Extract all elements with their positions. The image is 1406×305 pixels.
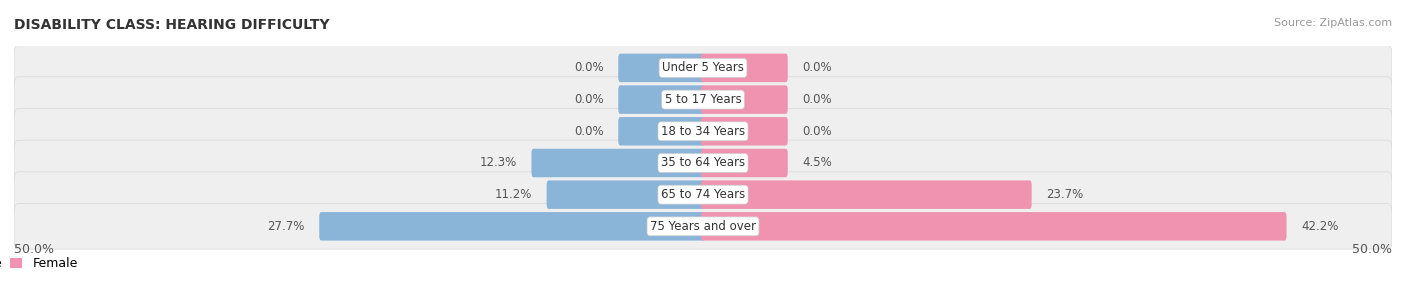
FancyBboxPatch shape [702,149,787,177]
FancyBboxPatch shape [14,140,1392,186]
FancyBboxPatch shape [319,212,704,241]
Text: 18 to 34 Years: 18 to 34 Years [661,125,745,138]
Text: 50.0%: 50.0% [14,243,53,256]
Text: 75 Years and over: 75 Years and over [650,220,756,233]
FancyBboxPatch shape [702,117,787,145]
FancyBboxPatch shape [14,203,1392,249]
Text: 65 to 74 Years: 65 to 74 Years [661,188,745,201]
FancyBboxPatch shape [531,149,704,177]
Text: 23.7%: 23.7% [1046,188,1084,201]
Text: 0.0%: 0.0% [803,125,832,138]
Text: 11.2%: 11.2% [495,188,531,201]
Text: 35 to 64 Years: 35 to 64 Years [661,156,745,170]
Text: 50.0%: 50.0% [1353,243,1392,256]
Text: 0.0%: 0.0% [574,93,603,106]
Text: 12.3%: 12.3% [479,156,517,170]
Text: 0.0%: 0.0% [574,125,603,138]
FancyBboxPatch shape [14,109,1392,154]
Text: 5 to 17 Years: 5 to 17 Years [665,93,741,106]
FancyBboxPatch shape [619,117,704,145]
FancyBboxPatch shape [547,180,704,209]
Text: DISABILITY CLASS: HEARING DIFFICULTY: DISABILITY CLASS: HEARING DIFFICULTY [14,18,329,32]
FancyBboxPatch shape [14,77,1392,122]
FancyBboxPatch shape [702,54,787,82]
Legend: Male, Female: Male, Female [0,257,77,271]
Text: 27.7%: 27.7% [267,220,305,233]
Text: 0.0%: 0.0% [803,93,832,106]
FancyBboxPatch shape [702,212,1286,241]
FancyBboxPatch shape [14,172,1392,217]
Text: 4.5%: 4.5% [803,156,832,170]
Text: 0.0%: 0.0% [803,61,832,74]
FancyBboxPatch shape [702,180,1032,209]
FancyBboxPatch shape [702,85,787,114]
Text: Source: ZipAtlas.com: Source: ZipAtlas.com [1274,18,1392,28]
FancyBboxPatch shape [619,54,704,82]
Text: Under 5 Years: Under 5 Years [662,61,744,74]
Text: 42.2%: 42.2% [1301,220,1339,233]
FancyBboxPatch shape [619,85,704,114]
Text: 0.0%: 0.0% [574,61,603,74]
FancyBboxPatch shape [14,45,1392,91]
